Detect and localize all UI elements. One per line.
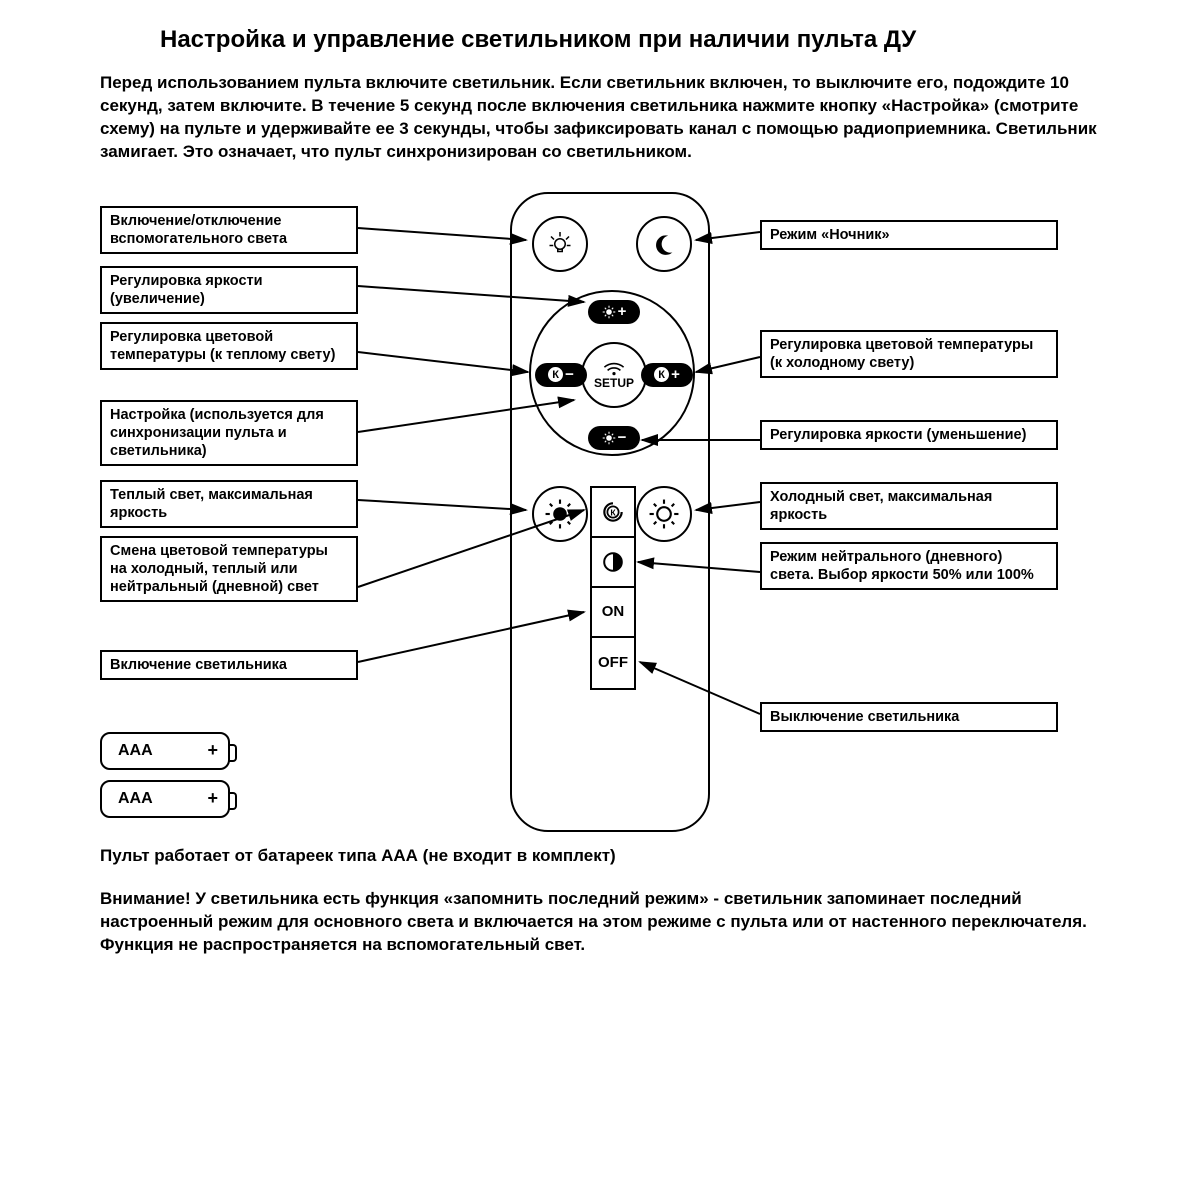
cold-sun-icon: [647, 497, 681, 531]
off-label: OFF: [598, 654, 628, 671]
warm-max-button[interactable]: [532, 486, 588, 542]
remote-body: + − К − К +: [510, 192, 710, 832]
off-button[interactable]: OFF: [592, 638, 634, 688]
setup-label: SETUP: [594, 376, 634, 390]
sun-plus-icon: [602, 305, 616, 319]
sun-minus-icon: [602, 431, 616, 445]
battery-1: AAA +: [100, 732, 230, 770]
label-bright-down: Регулировка яркости (уменьшение): [760, 420, 1058, 450]
plus-icon: +: [207, 740, 218, 761]
night-mode-button[interactable]: [636, 216, 692, 272]
on-label: ON: [602, 603, 625, 620]
batteries: AAA + AAA +: [100, 732, 230, 828]
moon-icon: [650, 230, 678, 258]
label-night: Режим «Ночник»: [760, 220, 1058, 250]
remote-diagram: Включение/отключение вспомогательного св…: [100, 182, 1100, 842]
half-circle-icon: [601, 550, 625, 574]
label-off: Выключение светильника: [760, 702, 1058, 732]
label-temp-cold: Регулировка цветовой температуры (к холо…: [760, 330, 1058, 378]
label-warm-max: Теплый свет, максимальная яркость: [100, 480, 358, 528]
battery-2: AAA +: [100, 780, 230, 818]
mode-strip: К ON OFF: [590, 486, 636, 690]
label-temp-warm: Регулировка цветовой температуры (к тепл…: [100, 322, 358, 370]
k-cycle-icon: К: [600, 499, 626, 525]
intro-text: Перед использованием пульта включите све…: [100, 72, 1100, 164]
temp-cold-button[interactable]: К +: [641, 363, 693, 387]
battery-note: Пульт работает от батареек типа ААА (не …: [100, 846, 1100, 866]
cycle-temp-button[interactable]: К: [592, 488, 634, 538]
brightness-up-button[interactable]: +: [588, 300, 640, 324]
label-bright-up: Регулировка яркости (увеличение): [100, 266, 358, 314]
aux-light-button[interactable]: [532, 216, 588, 272]
page-title: Настройка и управление светильником при …: [160, 26, 1100, 54]
svg-text:К: К: [610, 507, 616, 517]
warning-text: Внимание! У светильника есть функция «за…: [100, 888, 1100, 957]
bulb-icon: [545, 229, 575, 259]
warm-sun-icon: [543, 497, 577, 531]
label-cycle: Смена цветовой температуры на холодный, …: [100, 536, 358, 602]
control-dial: + − К − К +: [529, 290, 695, 456]
plus-icon: +: [207, 788, 218, 809]
battery-label-1: AAA: [118, 742, 153, 760]
label-aux: Включение/отключение вспомогательного св…: [100, 206, 358, 254]
neutral-mode-button[interactable]: [592, 538, 634, 588]
label-cold-max: Холодный свет, максимальная яркость: [760, 482, 1058, 530]
wifi-icon: [602, 360, 626, 376]
on-button[interactable]: ON: [592, 588, 634, 638]
battery-label-2: AAA: [118, 790, 153, 808]
temp-warm-button[interactable]: К −: [535, 363, 587, 387]
cold-max-button[interactable]: [636, 486, 692, 542]
label-neutral: Режим нейтрального (дневного) света. Выб…: [760, 542, 1058, 590]
label-setup: Настройка (используется для синхронизаци…: [100, 400, 358, 466]
brightness-down-button[interactable]: −: [588, 426, 640, 450]
label-on: Включение светильника: [100, 650, 358, 680]
setup-button[interactable]: SETUP: [581, 342, 647, 408]
